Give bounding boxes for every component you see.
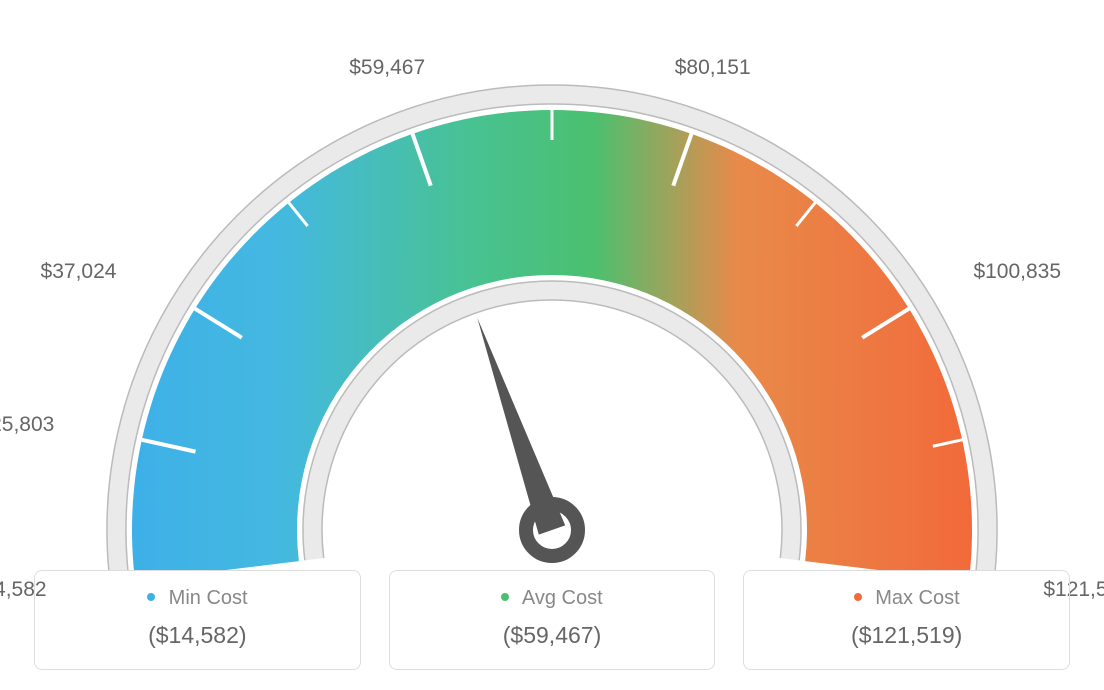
legend-avg-dot (501, 593, 509, 601)
gauge-tick-label: $37,024 (41, 260, 117, 284)
legend-max-dot (854, 593, 862, 601)
legend-min-title: Min Cost (35, 587, 360, 610)
gauge-tick-label: $59,467 (349, 56, 425, 80)
legend-max-label: Max Cost (875, 587, 959, 609)
gauge-svg (0, 30, 1104, 570)
legend-min-value: ($14,582) (35, 622, 360, 649)
legend-min-label: Min Cost (169, 587, 248, 609)
legend-min-dot (147, 593, 155, 601)
legend-row: Min Cost ($14,582) Avg Cost ($59,467) Ma… (0, 570, 1104, 690)
legend-avg-label: Avg Cost (522, 587, 603, 609)
gauge-tick-label: $100,835 (973, 260, 1061, 284)
legend-avg-value: ($59,467) (390, 622, 715, 649)
gauge-chart: $14,582$25,803$37,024$59,467$80,151$100,… (0, 0, 1104, 540)
legend-avg-title: Avg Cost (390, 587, 715, 610)
legend-min: Min Cost ($14,582) (34, 570, 361, 670)
legend-max-title: Max Cost (744, 587, 1069, 610)
legend-avg: Avg Cost ($59,467) (389, 570, 716, 670)
legend-max: Max Cost ($121,519) (743, 570, 1070, 670)
gauge-tick-label: $25,803 (0, 413, 54, 437)
gauge-tick-label: $80,151 (675, 56, 751, 80)
legend-max-value: ($121,519) (744, 622, 1069, 649)
